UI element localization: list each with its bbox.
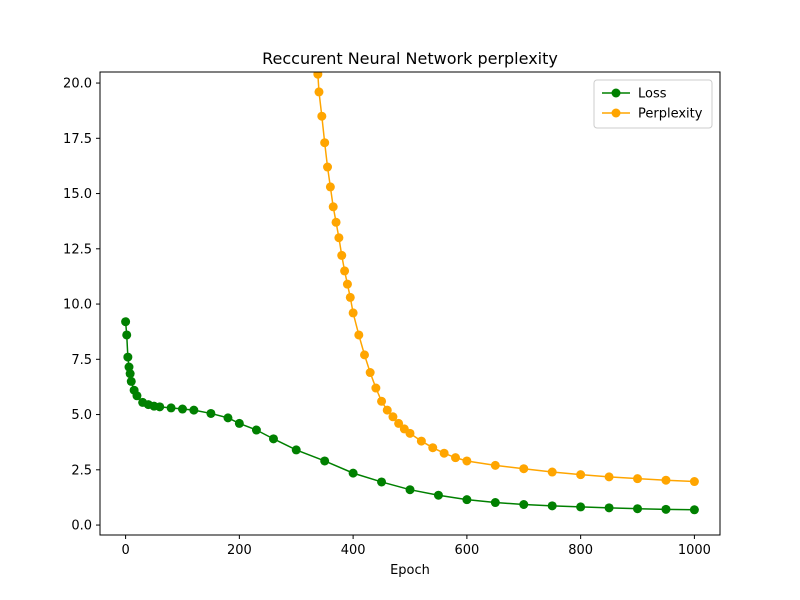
y-tick-label: 12.5: [63, 242, 92, 257]
data-point-perplexity: [328, 202, 338, 212]
series-line-perplexity: [317, 74, 695, 483]
data-point-perplexity: [462, 456, 472, 466]
data-point-perplexity: [547, 467, 557, 477]
y-tick-label: 5.0: [71, 408, 92, 423]
data-point-loss: [189, 405, 199, 415]
data-point-perplexity: [314, 87, 324, 97]
data-point-loss: [122, 330, 132, 340]
data-point-perplexity: [348, 308, 358, 318]
data-point-perplexity: [334, 233, 344, 243]
data-point-loss: [268, 434, 278, 444]
y-tick-label: 10.0: [63, 298, 92, 313]
legend-marker-loss: [611, 88, 621, 98]
data-point-loss: [251, 425, 261, 435]
data-point-perplexity: [382, 405, 392, 415]
y-tick-label: 20.0: [63, 77, 92, 92]
data-point-loss: [125, 369, 135, 379]
x-tick-label: 1000: [678, 543, 711, 558]
data-point-loss: [291, 445, 301, 455]
data-point-perplexity: [325, 182, 335, 192]
data-point-loss: [123, 352, 133, 362]
data-point-perplexity: [405, 428, 415, 438]
legend-label-perplexity: Perplexity: [638, 107, 703, 122]
data-point-perplexity: [394, 418, 404, 428]
plot-frame: [99, 71, 721, 536]
data-point-loss: [348, 468, 358, 478]
legend-box: [593, 79, 713, 129]
data-point-perplexity: [490, 460, 500, 470]
data-point-perplexity: [360, 350, 369, 360]
legend-label-loss: Loss: [638, 87, 667, 102]
data-point-perplexity: [604, 472, 614, 482]
data-point-perplexity: [323, 162, 333, 172]
data-point-perplexity: [377, 396, 387, 406]
data-point-loss: [223, 413, 233, 423]
y-tick-label: 7.5: [71, 353, 92, 368]
y-tick-label: 2.5: [71, 463, 92, 478]
data-point-loss: [405, 485, 415, 495]
data-point-loss: [155, 402, 165, 412]
data-point-perplexity: [371, 383, 381, 393]
y-tick-label: 0.0: [71, 519, 92, 534]
data-point-loss: [124, 362, 134, 372]
data-point-loss: [433, 490, 443, 500]
data-point-perplexity: [331, 217, 341, 227]
x-tick-label: 600: [454, 543, 479, 558]
data-point-perplexity: [416, 436, 426, 446]
data-point-loss: [576, 502, 586, 512]
plot-area: [121, 72, 699, 515]
x-tick-label: 400: [341, 543, 366, 558]
data-point-loss: [633, 504, 643, 514]
data-point-perplexity: [342, 279, 352, 289]
data-point-loss: [519, 500, 529, 509]
data-point-loss: [547, 501, 557, 511]
data-point-perplexity: [365, 368, 375, 378]
data-point-loss: [462, 495, 472, 505]
data-point-loss: [377, 477, 387, 487]
data-point-perplexity: [451, 453, 460, 463]
x-axis-label: Epoch: [390, 563, 430, 578]
x-tick-label: 200: [227, 543, 252, 558]
data-point-perplexity: [313, 72, 323, 79]
y-tick-label: 17.5: [63, 132, 92, 147]
legend-marker-perplexity: [611, 108, 621, 118]
data-point-loss: [234, 418, 244, 428]
data-point-perplexity: [320, 138, 330, 148]
data-point-perplexity: [337, 250, 347, 260]
data-point-perplexity: [519, 464, 529, 474]
data-point-loss: [166, 403, 176, 413]
data-point-loss: [661, 504, 671, 514]
data-point-perplexity: [576, 470, 586, 480]
series-markers-perplexity: [313, 72, 699, 487]
data-point-loss: [604, 503, 614, 513]
data-point-loss: [689, 505, 699, 515]
data-point-perplexity: [345, 292, 355, 302]
legend: Loss Perplexity: [593, 79, 713, 129]
data-point-loss: [132, 391, 142, 401]
data-point-perplexity: [689, 477, 699, 487]
data-point-loss: [126, 376, 136, 386]
chart-title: Reccurent Neural Network perplexity: [262, 49, 558, 68]
x-tick-label: 800: [568, 543, 593, 558]
data-point-perplexity: [661, 475, 671, 485]
x-tick-label: 0: [121, 543, 129, 558]
data-point-perplexity: [428, 443, 438, 453]
data-point-perplexity: [388, 412, 398, 422]
data-point-loss: [121, 317, 131, 327]
data-point-loss: [490, 498, 500, 508]
data-point-loss: [177, 404, 187, 414]
data-point-perplexity: [354, 330, 364, 340]
data-point-perplexity: [317, 111, 327, 121]
data-point-perplexity: [340, 266, 350, 276]
data-point-perplexity: [439, 448, 449, 458]
y-tick-label: 15.0: [63, 187, 92, 202]
series-markers-loss: [121, 317, 699, 515]
data-point-loss: [206, 408, 216, 418]
data-point-loss: [320, 456, 330, 466]
data-point-perplexity: [633, 474, 643, 484]
